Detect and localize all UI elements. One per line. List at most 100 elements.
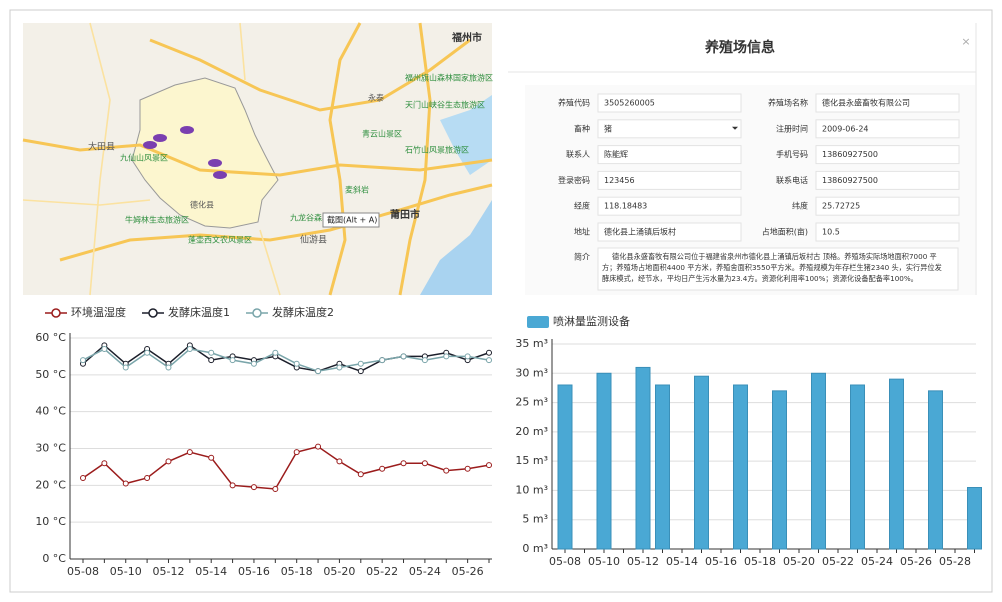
y-tick-label: 40 °C <box>35 405 66 418</box>
bar <box>694 375 709 550</box>
point <box>315 443 322 450</box>
field-label: 简介 <box>574 252 590 262</box>
field-label: 养殖场名称 <box>768 98 808 108</box>
close-button[interactable]: × <box>961 35 970 48</box>
point <box>165 364 172 371</box>
y-tick-label: 30 °C <box>35 442 66 455</box>
y-tick-label: 60 °C <box>35 331 66 344</box>
field-value: 13860927500 <box>822 150 878 159</box>
point <box>336 364 343 371</box>
field-label: 注册时间 <box>776 123 808 133</box>
input-box[interactable] <box>815 196 960 216</box>
map[interactable]: 福州市 永泰 莆田市 大田县 德化县 仙游县 九龙谷森林 青云山景区 天门山峡谷… <box>22 22 493 296</box>
point <box>165 458 172 465</box>
x-tick-label: 05-14 <box>666 555 698 568</box>
map-label: 麦斜岩 <box>345 185 369 195</box>
point <box>421 460 428 467</box>
field-value: 13860927500 <box>822 176 878 185</box>
textarea[interactable] <box>597 247 959 291</box>
y-tick-label: 10 m³ <box>515 483 548 496</box>
point <box>208 357 215 364</box>
point <box>144 474 151 481</box>
point <box>186 449 193 456</box>
field-label: 畜种 <box>574 123 590 133</box>
field-value: 3505260005 <box>604 99 655 108</box>
map-label: 永泰 <box>368 93 384 103</box>
map-label: 仙游县 <box>300 234 327 246</box>
point <box>400 460 407 467</box>
input-box[interactable] <box>597 170 742 190</box>
sea <box>440 95 492 175</box>
intro-line: 方；养殖场占地面积4400 平方米，养殖舍面积3550平方米。养殖规模为年存栏生… <box>602 263 942 272</box>
x-tick-label: 05-20 <box>783 555 815 568</box>
field-label: 占地面积(亩) <box>762 227 808 237</box>
map-label: 青云山景区 <box>362 129 402 139</box>
field-label: 经度 <box>574 201 590 211</box>
input-box[interactable] <box>815 170 960 190</box>
input-box[interactable] <box>815 93 960 113</box>
x-tick-label: 05-22 <box>366 565 398 578</box>
y-tick-label: 20 m³ <box>515 425 548 438</box>
legend-label: 发酵床温度1 <box>168 305 230 319</box>
intro-line: 酵床模式，经节水，平均日产生污水量为23.4方。资源化利用率100%；资源化设备… <box>602 274 918 283</box>
field-label: 联系人 <box>566 149 590 159</box>
y-tick-label: 35 m³ <box>515 337 548 350</box>
road <box>59 183 493 262</box>
field-label: 养殖代码 <box>558 98 590 108</box>
field-value: 德化县永盛畜牧有限公司 <box>822 98 910 108</box>
point <box>293 449 300 456</box>
info-panel: 养殖场信息 × 养殖代码 3505260005 养殖场名称 德化县永盛畜牧有限公司畜种… <box>508 23 977 295</box>
y-tick-label: 20 °C <box>35 478 66 491</box>
x-tick-label: 05-18 <box>281 565 313 578</box>
legend-marker <box>148 308 158 318</box>
map-label: 福州旗山森林国家旅游区 <box>405 73 493 83</box>
dropdown-arrow <box>732 126 738 130</box>
x-tick-label: 05-16 <box>705 555 737 568</box>
legend-swatch <box>527 316 549 328</box>
road <box>398 22 432 296</box>
x-tick-label: 05-20 <box>323 565 355 578</box>
line <box>82 348 490 372</box>
x-tick-label: 05-22 <box>822 555 854 568</box>
legend-marker <box>51 308 61 318</box>
field-label: 纬度 <box>792 201 808 211</box>
input-box[interactable] <box>597 196 742 216</box>
input-box[interactable] <box>597 222 742 242</box>
x-tick-label: 05-16 <box>238 565 270 578</box>
map-label: 九龙谷森林 <box>290 213 330 223</box>
field-label: 手机号码 <box>776 149 808 159</box>
point <box>208 349 215 356</box>
bar <box>811 372 826 550</box>
x-tick-label: 05-12 <box>152 565 184 578</box>
road <box>328 22 362 296</box>
input-box[interactable] <box>597 145 742 165</box>
point <box>443 467 450 474</box>
point <box>229 357 236 364</box>
x-tick-label: 05-18 <box>744 555 776 568</box>
x-tick-label: 05-08 <box>549 555 581 568</box>
point <box>122 480 129 487</box>
pig-icons <box>143 126 227 179</box>
y-tick-label: 5 m³ <box>522 513 548 526</box>
input-box[interactable] <box>597 93 742 113</box>
x-tick-label: 05-28 <box>939 555 971 568</box>
bar <box>928 390 943 550</box>
x-tick-label: 05-14 <box>195 565 227 578</box>
region <box>131 77 279 229</box>
input-box[interactable] <box>597 119 742 139</box>
charts: 0 °C10 °C20 °C30 °C40 °C50 °C60 °C05-08 0… <box>35 305 982 578</box>
x-tick-label: 05-10 <box>110 565 142 578</box>
point <box>486 357 492 364</box>
map-label: 福州市 <box>451 31 482 44</box>
intro-line: 德化县永盛畜牧有限公司位于福建省泉州市德化县上涌镇后坂村古 顶格。养殖场实际场地… <box>612 252 937 261</box>
input-box[interactable] <box>815 119 960 139</box>
point <box>357 360 364 367</box>
field-value: 123456 <box>604 176 635 185</box>
input-box[interactable] <box>815 222 960 242</box>
input-box[interactable] <box>815 145 960 165</box>
field-label: 地址 <box>574 227 590 237</box>
point <box>464 465 471 472</box>
